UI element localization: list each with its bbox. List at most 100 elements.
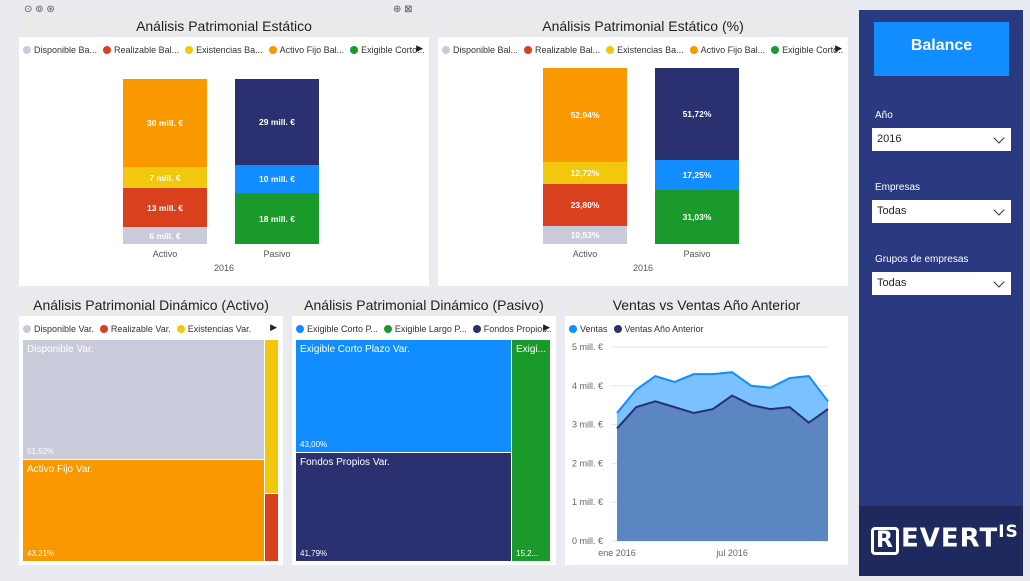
legend-dot <box>613 325 622 333</box>
group-dropdown[interactable]: Todas <box>872 272 1011 295</box>
panel-dynamic-activo: Análisis Patrimonial Dinámico (Activo) D… <box>19 294 283 565</box>
legend-next-arrow[interactable]: ▶ <box>416 43 423 53</box>
cell-label: Disponible Var. <box>27 344 94 355</box>
bar-activo-fijo[interactable]: 30 mill. € <box>123 79 207 167</box>
cell-label: Exigi... <box>516 344 547 355</box>
bar-exigible-largo[interactable]: 31,03% <box>655 190 739 244</box>
bar-realizable[interactable]: 23,80% <box>543 184 627 226</box>
treemap-cell-disponible[interactable]: Disponible Var. 51,52% <box>23 340 264 459</box>
x-group-label: 2016 <box>213 263 235 273</box>
logo-r-box: R <box>871 526 899 555</box>
bar-exigible-largo[interactable]: 18 mill. € <box>235 193 319 244</box>
legend-label: Disponible Bal... <box>453 45 519 55</box>
legend-label: Activo Fijo Bal... <box>279 45 345 55</box>
bar-fondos-propios[interactable]: 51,72% <box>655 68 739 160</box>
bar-activo-fijo[interactable]: 52,94% <box>543 68 627 162</box>
legend-dot <box>350 46 359 54</box>
chevron-down-icon <box>993 276 1005 288</box>
chart-legend: Ventas Ventas Año Anterior <box>569 322 844 336</box>
cell-label: Fondos Propios Var. <box>300 457 390 468</box>
legend-dot <box>472 325 481 333</box>
legend-item[interactable]: Activo Fijo Bal... <box>689 45 766 55</box>
bar-existencias[interactable]: 7 mill. € <box>123 167 207 188</box>
export-icons[interactable]: ⊕ ⊠ <box>393 4 413 15</box>
panel-title: Análisis Patrimonial Estático (%) <box>438 15 848 37</box>
data-label: 12,72% <box>570 168 600 178</box>
ventas-area-chart[interactable]: 5 mill. € 4 mill. € 3 mill. € 2 mill. € 1 mi… <box>565 294 848 565</box>
balance-title-button[interactable]: Balance <box>874 22 1009 76</box>
panel-title: Ventas vs Ventas Año Anterior <box>565 294 848 316</box>
legend-item[interactable]: Exigible Corto... <box>771 45 844 55</box>
legend-label: Activo Fijo Bal... <box>700 45 766 55</box>
legend-label: Disponible Ba... <box>34 45 98 55</box>
legend-next-arrow[interactable]: ▶ <box>835 43 842 53</box>
bar-exigible-corto[interactable]: 10 mill. € <box>235 165 319 193</box>
legend-item[interactable]: Disponible Bal... <box>442 45 518 55</box>
chart-legend: Disponible Var. Realizable Var. Existenc… <box>23 322 279 336</box>
legend-item[interactable]: Activo Fijo Bal... <box>268 45 345 55</box>
legend-item[interactable]: Exigible Largo P... <box>383 324 467 334</box>
dropdown-value: Todas <box>877 205 907 217</box>
cell-label: Activo Fijo Var. <box>27 464 93 475</box>
legend-dot <box>268 46 277 54</box>
legend-label: Exigible Corto P... <box>307 324 378 334</box>
legend-next-arrow[interactable]: ▶ <box>270 322 277 332</box>
panel-dynamic-pasivo: Análisis Patrimonial Dinámico (Pasivo) E… <box>292 294 556 565</box>
ventas-anterior-area[interactable] <box>617 395 828 542</box>
legend-item[interactable]: Exigible Corto... <box>350 45 425 55</box>
x-tick-activo: Activo <box>152 249 178 259</box>
bar-fondos-propios[interactable]: 29 mill. € <box>235 79 319 165</box>
bar-exigible-corto[interactable]: 17,25% <box>655 160 739 190</box>
legend-item[interactable]: Ventas Año Anterior <box>613 324 704 334</box>
legend-dot <box>99 325 108 333</box>
dropdown-value: Todas <box>877 277 907 289</box>
bar-existencias[interactable]: 12,72% <box>543 162 627 184</box>
legend-dot <box>176 325 185 333</box>
legend-item[interactable]: Disponible Ba... <box>23 45 97 55</box>
legend-item[interactable]: Realizable Var. <box>99 324 171 334</box>
revertis-logo: R EVERTIS <box>871 522 1019 555</box>
legend-label: Realizable Bal... <box>535 45 601 55</box>
bar-realizable[interactable]: 13 mill. € <box>123 188 207 227</box>
legend-item[interactable]: Ventas <box>569 324 608 334</box>
legend-item[interactable]: Disponible Var. <box>23 324 94 334</box>
cell-value: 15,2... <box>516 549 539 558</box>
bar-disponible[interactable]: 6 mill. € <box>123 227 207 244</box>
visual-header-icons[interactable]: ⊙ ⊚ ⊛ <box>24 4 55 15</box>
treemap-cell-fondos-propios[interactable]: Fondos Propios Var. 41,79% <box>296 453 511 561</box>
x-tick-label: ene 2016 <box>598 548 636 558</box>
legend-label: Fondos Propios... <box>483 324 552 334</box>
company-dropdown[interactable]: Todas <box>872 200 1011 223</box>
treemap-cell-exigible-largo[interactable]: Exigi... 15,2... <box>512 340 550 561</box>
legend-dot <box>442 46 450 54</box>
legend-item[interactable]: Fondos Propios... <box>472 324 552 334</box>
ventas-anterior-line[interactable] <box>616 394 829 430</box>
legend-dot <box>383 325 392 333</box>
legend-next-arrow[interactable]: ▶ <box>543 322 550 332</box>
bar-disponible[interactable]: 10,53% <box>543 226 627 244</box>
legend-item[interactable]: Realizable Bal... <box>524 45 600 55</box>
x-tick-activo: Activo <box>572 249 598 259</box>
legend-item[interactable]: Existencias Ba... <box>185 45 263 55</box>
data-label: 18 mill. € <box>259 213 295 224</box>
year-dropdown[interactable]: 2016 <box>872 128 1011 151</box>
data-label: 31,03% <box>682 212 712 222</box>
cell-value: 43,21% <box>27 549 55 558</box>
legend-dot <box>524 46 533 54</box>
x-group-label: 2016 <box>632 263 654 273</box>
legend-label: Exigible Largo P... <box>394 324 467 334</box>
legend-item[interactable]: Realizable Bal... <box>103 45 179 55</box>
legend-item[interactable]: Existencias Ba... <box>606 45 684 55</box>
treemap-cell-activo-fijo[interactable]: Activo Fijo Var. 43,21% <box>23 460 264 561</box>
treemap-cell-realizable[interactable] <box>265 494 278 561</box>
legend-dot <box>771 46 780 54</box>
treemap-cell-existencias[interactable] <box>265 340 278 493</box>
ventas-line[interactable] <box>616 371 829 414</box>
legend-dot <box>103 46 112 54</box>
treemap-cell-exigible-corto[interactable]: Exigible Corto Plazo Var. 43,00% <box>296 340 511 452</box>
filter-sidebar: Balance Año 2016 Empresas Todas Grupos d… <box>859 10 1023 576</box>
legend-dot <box>689 46 698 54</box>
chart-legend: Disponible Bal... Realizable Bal... Exis… <box>442 43 844 57</box>
legend-item[interactable]: Existencias Var. <box>176 324 251 334</box>
legend-item[interactable]: Exigible Corto P... <box>296 324 378 334</box>
